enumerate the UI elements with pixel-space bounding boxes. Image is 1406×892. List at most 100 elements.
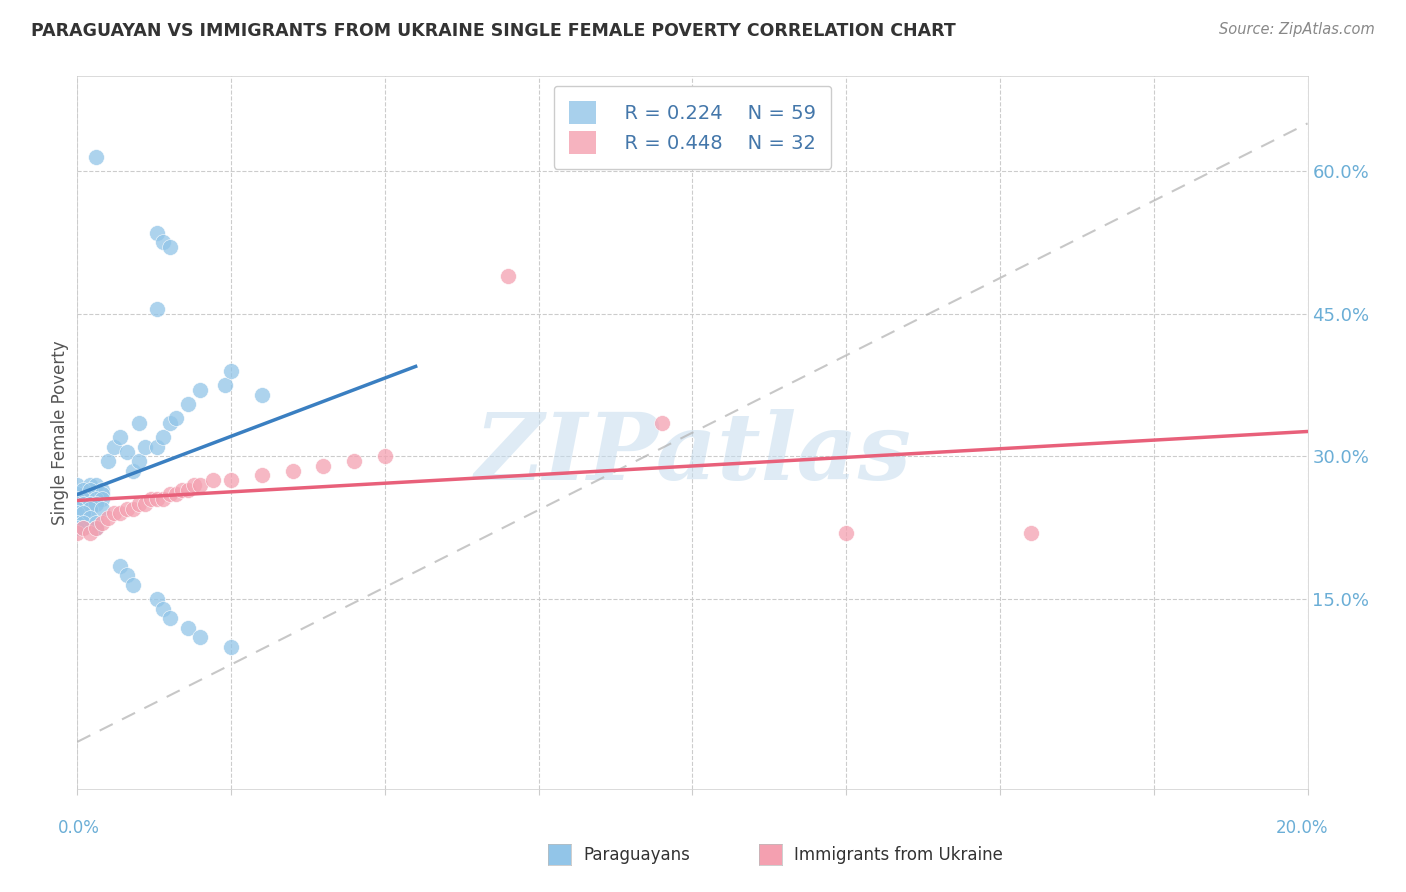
- Point: [250, 387, 273, 401]
- Point: [84, 478, 107, 492]
- Point: [159, 240, 181, 254]
- Point: [159, 416, 181, 430]
- Point: [103, 507, 125, 521]
- Legend:   R = 0.224    N = 59,   R = 0.448    N = 32: R = 0.224 N = 59, R = 0.448 N = 32: [554, 86, 831, 169]
- Point: [146, 440, 169, 454]
- Point: [110, 507, 132, 521]
- Point: [84, 516, 107, 530]
- Point: [90, 487, 114, 501]
- Point: [152, 601, 174, 615]
- Point: [128, 497, 150, 511]
- Point: [90, 483, 114, 497]
- Point: [66, 497, 89, 511]
- Point: [79, 483, 101, 497]
- Point: [219, 364, 242, 378]
- Point: [146, 226, 169, 240]
- Point: [115, 501, 138, 516]
- Point: [281, 464, 304, 478]
- Point: [97, 454, 120, 468]
- Point: [72, 497, 94, 511]
- Text: 20.0%: 20.0%: [1275, 819, 1329, 837]
- Point: [312, 458, 335, 473]
- Point: [159, 487, 181, 501]
- Point: [66, 501, 89, 516]
- Point: [84, 492, 107, 507]
- Point: [496, 268, 519, 283]
- Text: Paraguayans: Paraguayans: [583, 846, 690, 863]
- Point: [66, 478, 89, 492]
- Point: [121, 501, 143, 516]
- Point: [121, 464, 143, 478]
- Point: [177, 621, 200, 635]
- Point: [201, 473, 224, 487]
- Point: [188, 630, 212, 644]
- Point: [188, 383, 212, 397]
- Point: [152, 430, 174, 444]
- Point: [165, 411, 187, 425]
- Point: [128, 454, 150, 468]
- Point: [1019, 525, 1042, 540]
- Text: 0.0%: 0.0%: [58, 819, 100, 837]
- Point: [84, 497, 107, 511]
- Point: [835, 525, 858, 540]
- Text: PARAGUAYAN VS IMMIGRANTS FROM UKRAINE SINGLE FEMALE POVERTY CORRELATION CHART: PARAGUAYAN VS IMMIGRANTS FROM UKRAINE SI…: [31, 22, 956, 40]
- Point: [374, 450, 396, 464]
- Point: [170, 483, 193, 497]
- Point: [134, 497, 156, 511]
- Point: [250, 468, 273, 483]
- Point: [72, 483, 94, 497]
- Point: [134, 440, 156, 454]
- Point: [146, 301, 169, 316]
- Point: [79, 501, 101, 516]
- Point: [651, 416, 673, 430]
- Point: [72, 521, 94, 535]
- Point: [115, 444, 138, 458]
- Text: ZIPatlas: ZIPatlas: [474, 409, 911, 499]
- Point: [97, 511, 120, 525]
- Point: [146, 592, 169, 607]
- Point: [146, 492, 169, 507]
- Text: Source: ZipAtlas.com: Source: ZipAtlas.com: [1219, 22, 1375, 37]
- Point: [214, 378, 236, 392]
- Point: [110, 430, 132, 444]
- Point: [66, 487, 89, 501]
- Point: [90, 516, 114, 530]
- Point: [177, 483, 200, 497]
- Point: [219, 473, 242, 487]
- Point: [66, 516, 89, 530]
- Point: [159, 611, 181, 625]
- Point: [79, 525, 101, 540]
- Point: [121, 578, 143, 592]
- Point: [79, 511, 101, 525]
- Point: [115, 568, 138, 582]
- Point: [141, 492, 163, 507]
- Point: [183, 478, 205, 492]
- Point: [90, 492, 114, 507]
- Point: [188, 478, 212, 492]
- Point: [103, 440, 125, 454]
- Point: [152, 235, 174, 250]
- Point: [110, 558, 132, 573]
- Point: [79, 478, 101, 492]
- Point: [72, 516, 94, 530]
- Point: [128, 416, 150, 430]
- Point: [66, 525, 89, 540]
- Point: [72, 492, 94, 507]
- Point: [165, 487, 187, 501]
- Point: [72, 507, 94, 521]
- Point: [84, 150, 107, 164]
- Point: [177, 397, 200, 411]
- Point: [84, 521, 107, 535]
- Y-axis label: Single Female Poverty: Single Female Poverty: [51, 341, 69, 524]
- Point: [79, 497, 101, 511]
- Point: [66, 521, 89, 535]
- Point: [66, 492, 89, 507]
- Point: [343, 454, 366, 468]
- Point: [66, 507, 89, 521]
- Point: [152, 492, 174, 507]
- Point: [219, 640, 242, 654]
- Point: [72, 521, 94, 535]
- Point: [90, 501, 114, 516]
- Point: [84, 521, 107, 535]
- Text: Immigrants from Ukraine: Immigrants from Ukraine: [794, 846, 1004, 863]
